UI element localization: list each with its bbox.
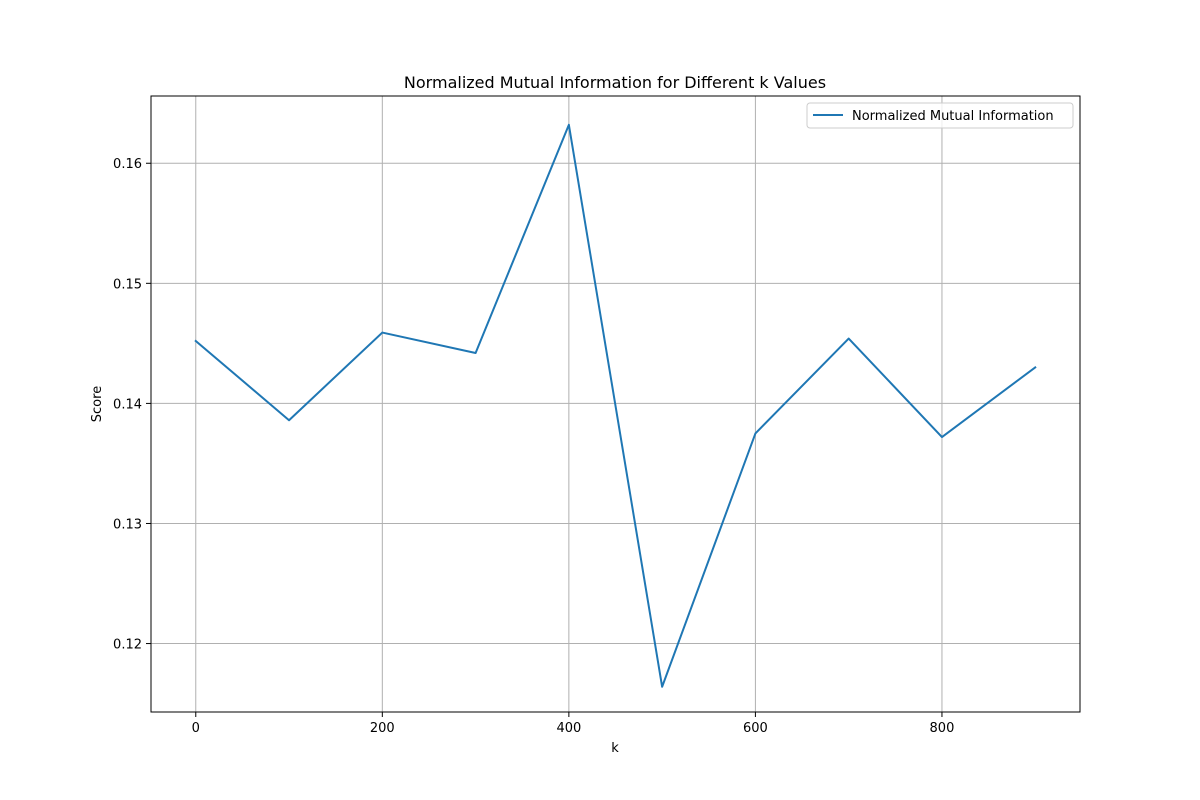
legend-box xyxy=(806,102,1074,129)
series-line-normalized-mutual-information xyxy=(194,123,1037,688)
y-axis-label: Score xyxy=(90,386,105,422)
data-point xyxy=(754,432,756,434)
data-point xyxy=(288,419,290,421)
data-point xyxy=(1034,366,1036,368)
x-tick-label: 800 xyxy=(930,721,955,736)
data-point xyxy=(941,436,943,438)
grid xyxy=(151,96,1080,712)
y-tick-label: 0.16 xyxy=(113,157,142,172)
chart-title: Normalized Mutual Information for Differ… xyxy=(404,73,826,92)
plot-frame xyxy=(150,95,1081,713)
data-point xyxy=(475,352,477,354)
y-tick-label: 0.14 xyxy=(113,397,142,412)
legend-label-normalized-mutual-information: Normalized Mutual Information xyxy=(852,109,1054,124)
x-axis-label: k xyxy=(611,741,619,756)
axis-ticks: 0 200 400 600 800 0.12 0.13 0.14 0.15 0.16 xyxy=(113,157,954,736)
y-tick-label: 0.13 xyxy=(113,517,142,532)
y-tick-label: 0.12 xyxy=(113,638,142,653)
legend: Normalized Mutual Information xyxy=(806,102,1074,129)
data-point xyxy=(661,686,663,688)
x-tick-label: 400 xyxy=(556,721,581,736)
x-tick-label: 200 xyxy=(370,721,395,736)
x-tick-label: 600 xyxy=(743,721,768,736)
y-tick-label: 0.15 xyxy=(113,277,142,292)
data-point xyxy=(568,124,570,126)
data-point xyxy=(195,340,197,342)
data-point xyxy=(381,332,383,334)
x-tick-label: 0 xyxy=(192,721,200,736)
series-layer xyxy=(194,123,1037,688)
data-point xyxy=(848,338,850,340)
